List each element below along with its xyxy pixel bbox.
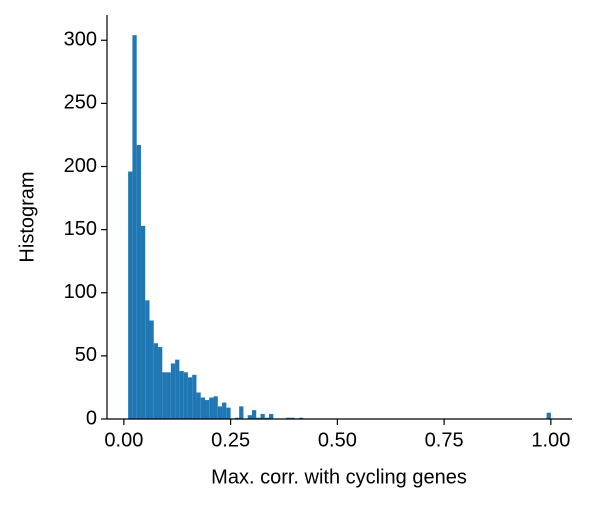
bar [187,377,193,419]
bar [192,374,197,419]
bar [158,347,163,419]
y-tick-label: 100 [64,281,97,303]
bar [251,410,257,419]
bar [264,417,270,419]
bar [546,412,551,419]
x-tick-label: 1.00 [531,429,570,451]
bar [183,372,188,419]
x-tick-label: 0.00 [104,429,143,451]
bar [175,359,180,419]
bar [222,402,227,419]
x-tick-label: 0.75 [425,429,464,451]
y-tick-label: 250 [64,92,97,114]
bar [140,225,146,419]
bar [136,145,141,419]
bar [196,392,201,419]
bar [132,35,137,419]
y-tick-label: 200 [64,155,97,177]
y-tick-label: 50 [75,344,97,366]
bar [149,320,154,419]
bar [226,407,231,419]
y-tick-label: 0 [86,407,97,429]
bar [239,406,244,419]
bar [234,417,240,419]
y-tick-label: 300 [64,29,97,51]
bar [153,343,159,419]
bar [200,397,205,419]
bar [260,413,265,419]
bar [298,417,304,419]
bar [269,413,274,419]
bar [128,171,133,419]
y-axis-label: Histogram [16,171,38,262]
bar [217,406,223,419]
bar [247,415,252,419]
bar [170,363,176,419]
bar [213,396,218,419]
x-tick-label: 0.50 [318,429,357,451]
bar [162,372,167,419]
y-tick-label: 150 [64,218,97,240]
bar [166,372,171,419]
x-tick-label: 0.25 [211,429,250,451]
bar [286,417,291,419]
x-axis-label: Max. corr. with cycling genes [211,466,467,488]
bar [179,371,184,419]
bar [290,417,295,419]
bar [145,300,150,419]
bar [256,417,261,419]
bar [209,397,214,419]
bar [204,400,210,419]
